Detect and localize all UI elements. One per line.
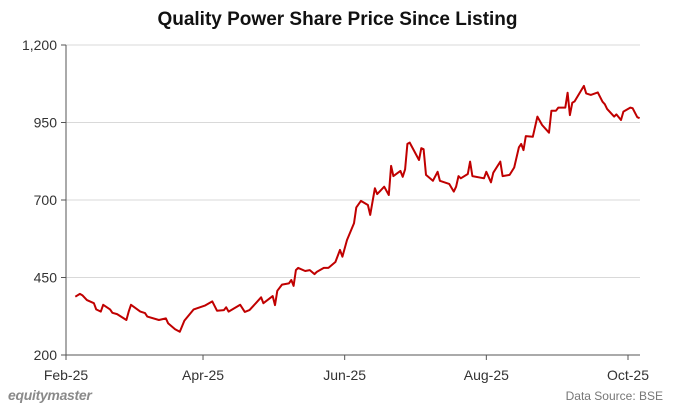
y-tick-label: 450: [34, 270, 58, 286]
y-tick-label: 200: [34, 347, 58, 363]
y-tick-label: 700: [34, 192, 58, 208]
price-line: [74, 84, 640, 333]
x-tick-label: Feb-25: [44, 367, 89, 383]
equitymaster-logo: equitymaster: [8, 387, 92, 403]
x-tick-label: Aug-25: [464, 367, 509, 383]
x-tick-label: Apr-25: [182, 367, 224, 383]
y-tick-label: 1,200: [22, 37, 57, 53]
chart-title: Quality Power Share Price Since Listing: [157, 9, 518, 30]
data-source-note: Data Source: BSE: [565, 389, 663, 403]
y-tick-label: 950: [34, 115, 58, 131]
x-tick-label: Oct-25: [607, 367, 649, 383]
x-tick-label: Jun-25: [323, 367, 366, 383]
